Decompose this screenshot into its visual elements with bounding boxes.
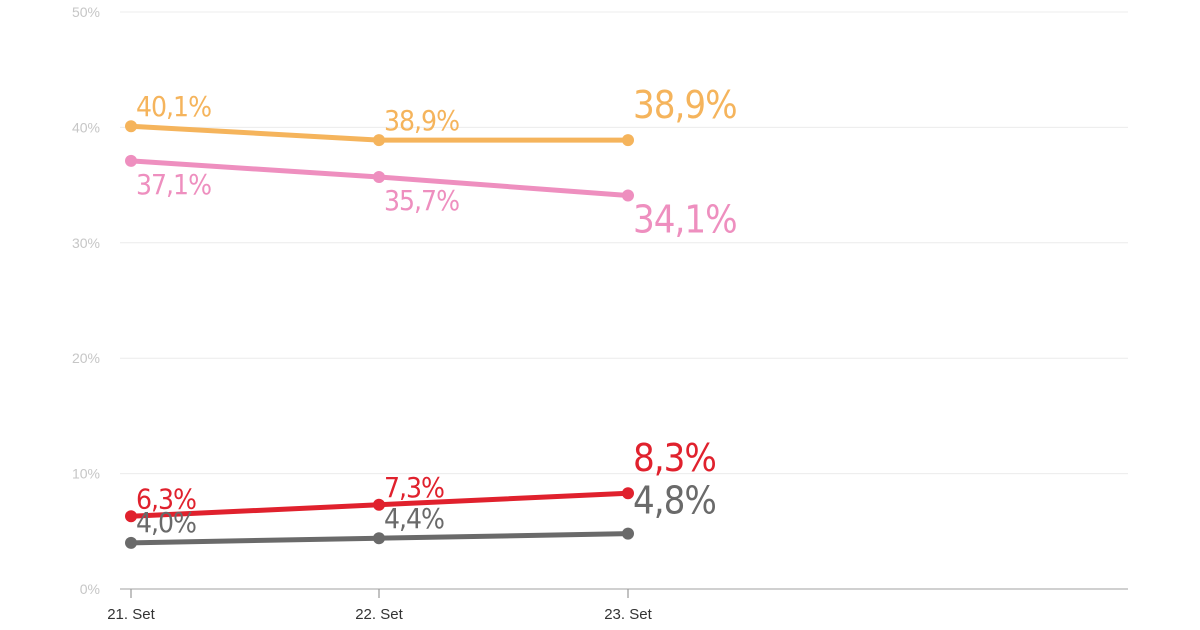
y-tick-label: 30% [72, 235, 100, 251]
data-label: 4,0% [136, 506, 196, 539]
data-point [373, 171, 385, 184]
x-tick-label: 21. Set [107, 606, 155, 623]
y-tick-label: 40% [72, 119, 100, 135]
data-label: 38,9% [384, 104, 459, 137]
data-point [125, 510, 137, 523]
data-label: 7,3% [384, 471, 444, 504]
data-label: 38,9% [633, 83, 737, 127]
axis-layer: 0% 10% 20% 30% 40% 50% 21. Set 22. Set 23. Set [72, 4, 1128, 623]
data-label: 6,3% [136, 482, 196, 515]
data-label: 4,4% [384, 502, 444, 535]
grid-layer [120, 11, 1128, 475]
data-label: 34,1% [633, 197, 737, 241]
data-point [125, 120, 137, 133]
y-tick-label: 20% [72, 350, 100, 366]
data-point [622, 134, 634, 147]
data-label: 40,1% [136, 90, 211, 123]
data-point [373, 532, 385, 545]
data-point [622, 487, 634, 500]
x-tick-label: 22. Set [355, 606, 403, 623]
data-point [125, 154, 137, 167]
data-point [125, 536, 137, 549]
data-label: 4,8% [633, 479, 716, 523]
data-point [373, 498, 385, 511]
x-tick-label: 23. Set [604, 606, 652, 623]
series-layer [125, 120, 634, 549]
y-tick-label: 10% [72, 466, 100, 482]
data-label-layer: 40,1% 38,9% 38,9% 37,1% 35,7% 34,1% 6,3% 7,3% 8,… [136, 83, 738, 539]
data-point [373, 134, 385, 147]
y-tick-label: 50% [72, 4, 100, 20]
y-tick-label: 0% [80, 581, 100, 597]
data-point [622, 189, 634, 202]
data-label: 35,7% [384, 184, 459, 217]
data-point [622, 527, 634, 540]
data-label: 8,3% [633, 436, 716, 480]
data-label: 37,1% [136, 168, 211, 201]
